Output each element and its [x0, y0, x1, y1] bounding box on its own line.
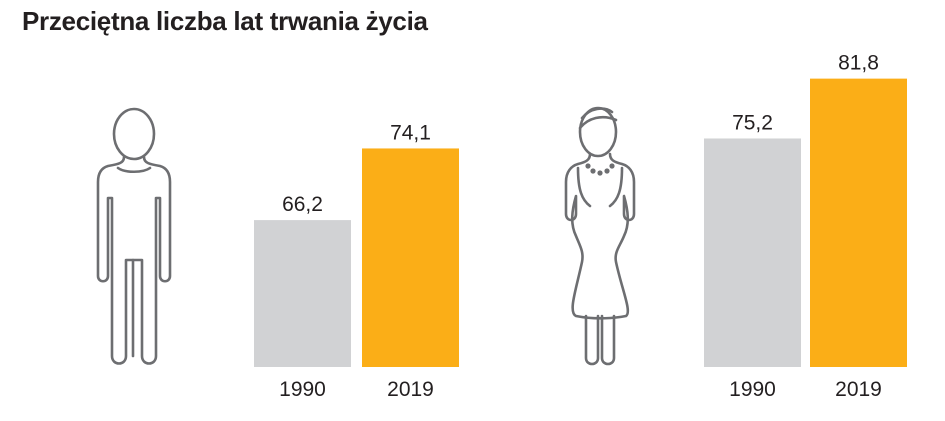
chart-title: Przeciętna liczba lat trwania życia [22, 6, 428, 36]
category-label-women-2019: 2019 [835, 378, 882, 401]
category-label-men-2019: 2019 [387, 378, 434, 401]
bar-men-1990 [254, 220, 351, 367]
category-label-women-1990: 1990 [729, 378, 776, 401]
bars-layer: 66,2 1990 74,1 2019 75,2 1990 81,8 2019 [254, 52, 907, 401]
category-label-men-1990: 1990 [279, 378, 326, 401]
bar-men-2019 [362, 148, 459, 367]
value-label-women-1990: 75,2 [732, 111, 773, 134]
bar-women-2019 [810, 78, 907, 368]
woman-icon [564, 106, 636, 366]
bar-women-1990 [704, 138, 801, 367]
man-icon [96, 107, 172, 365]
value-label-men-1990: 66,2 [282, 193, 323, 216]
value-label-men-2019: 74,1 [390, 121, 431, 144]
value-label-women-2019: 81,8 [838, 52, 879, 75]
